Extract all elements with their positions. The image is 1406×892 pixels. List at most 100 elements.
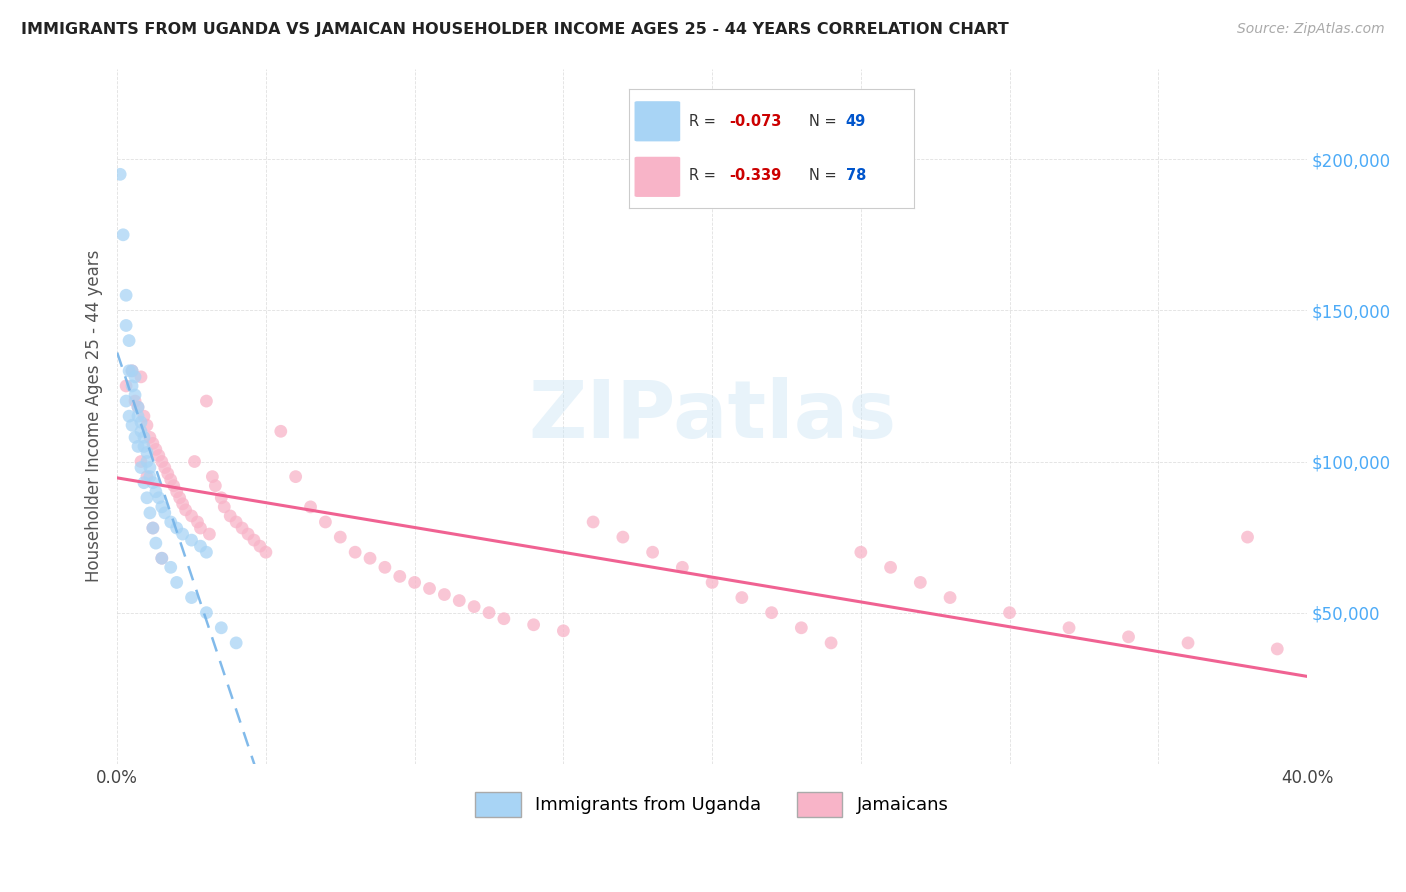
Point xyxy=(225,515,247,529)
Point xyxy=(132,409,155,424)
Point xyxy=(132,475,155,490)
Point xyxy=(201,469,224,483)
Point xyxy=(166,575,188,590)
Point xyxy=(236,527,259,541)
Point xyxy=(121,364,143,378)
Point xyxy=(172,497,194,511)
Point xyxy=(761,606,783,620)
Point xyxy=(1057,621,1080,635)
Point xyxy=(115,394,138,409)
Point xyxy=(136,454,159,468)
Point xyxy=(142,475,165,490)
Point xyxy=(270,425,292,439)
Point xyxy=(129,425,152,439)
Point xyxy=(700,575,723,590)
Point xyxy=(553,624,575,638)
Point xyxy=(433,588,456,602)
Point xyxy=(150,454,173,468)
Point xyxy=(299,500,322,514)
Point xyxy=(418,582,440,596)
Point xyxy=(180,591,202,605)
Point xyxy=(124,370,146,384)
Point xyxy=(190,539,212,553)
Point xyxy=(254,545,277,559)
Point xyxy=(879,560,901,574)
Point xyxy=(939,591,962,605)
Point xyxy=(108,167,131,181)
Point xyxy=(198,527,221,541)
Point xyxy=(641,545,664,559)
Point xyxy=(124,430,146,444)
Point xyxy=(1177,636,1199,650)
Point xyxy=(998,606,1021,620)
Point xyxy=(121,364,143,378)
Point xyxy=(478,606,501,620)
Point xyxy=(374,560,396,574)
Point xyxy=(790,621,813,635)
Point xyxy=(124,394,146,409)
Point xyxy=(1265,642,1288,657)
Point xyxy=(150,551,173,566)
Point xyxy=(225,636,247,650)
Point xyxy=(195,545,218,559)
Point xyxy=(121,379,143,393)
Point xyxy=(127,400,149,414)
Point xyxy=(148,491,170,505)
Point xyxy=(139,430,162,444)
Point xyxy=(209,491,232,505)
Point xyxy=(344,545,367,559)
Point xyxy=(388,569,411,583)
Point xyxy=(142,521,165,535)
Point xyxy=(463,599,485,614)
Point xyxy=(523,617,546,632)
Point xyxy=(172,527,194,541)
Point xyxy=(127,439,149,453)
Point xyxy=(156,467,179,481)
Point xyxy=(166,484,188,499)
Point xyxy=(314,515,336,529)
Point xyxy=(132,430,155,444)
Text: ZIPatlas: ZIPatlas xyxy=(529,377,896,455)
Text: Source: ZipAtlas.com: Source: ZipAtlas.com xyxy=(1237,22,1385,37)
Point xyxy=(219,508,242,523)
Point xyxy=(145,536,167,550)
Point xyxy=(153,460,176,475)
Point xyxy=(129,370,152,384)
Point xyxy=(166,521,188,535)
Point xyxy=(169,491,191,505)
Point xyxy=(671,560,693,574)
Point xyxy=(142,436,165,450)
Point xyxy=(136,491,159,505)
Point xyxy=(214,500,236,514)
Point xyxy=(115,318,138,333)
Point xyxy=(1236,530,1258,544)
Point xyxy=(180,508,202,523)
Point xyxy=(159,560,181,574)
Point xyxy=(910,575,932,590)
Point xyxy=(129,454,152,468)
Point xyxy=(121,418,143,433)
Point xyxy=(129,415,152,429)
Point xyxy=(231,521,253,535)
Point xyxy=(150,500,173,514)
Point xyxy=(115,288,138,302)
Point xyxy=(142,521,165,535)
Legend: Immigrants from Uganda, Jamaicans: Immigrants from Uganda, Jamaicans xyxy=(468,784,956,824)
Point xyxy=(163,479,186,493)
Point xyxy=(150,551,173,566)
Point xyxy=(127,409,149,424)
Point xyxy=(1118,630,1140,644)
Point xyxy=(118,409,141,424)
Point xyxy=(136,445,159,459)
Point xyxy=(186,515,208,529)
Point xyxy=(118,364,141,378)
Point xyxy=(183,454,205,468)
Point xyxy=(127,400,149,414)
Point xyxy=(195,606,218,620)
Point xyxy=(582,515,605,529)
Point xyxy=(148,449,170,463)
Point xyxy=(190,521,212,535)
Point xyxy=(329,530,352,544)
Point xyxy=(492,612,515,626)
Point xyxy=(115,379,138,393)
